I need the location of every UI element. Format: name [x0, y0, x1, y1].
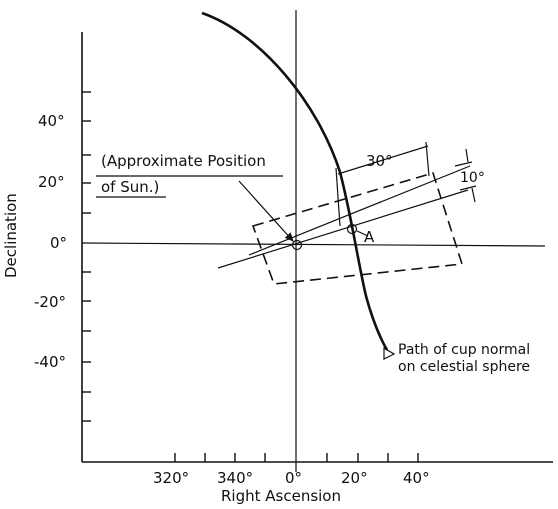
point-a-marker [346, 223, 358, 235]
point-a-leader [356, 230, 369, 237]
x-tick-label-0: 0° [285, 469, 302, 487]
sun-label-line1: (Approximate Position [101, 152, 266, 170]
height-tick-top [454, 161, 473, 167]
x-tick-label-40: 40° [403, 469, 430, 487]
x-tick-label-340: 340° [217, 469, 253, 487]
height-arrow-bottom [471, 187, 476, 203]
x-axis-title: Right Ascension [221, 487, 341, 504]
width-dimension-line [337, 145, 429, 175]
sun-leader-line [238, 180, 294, 242]
height-label: 10° [460, 170, 485, 186]
fov-upper-line [248, 165, 471, 256]
width-extension-left [335, 167, 341, 227]
sun-label-line2: of Sun.) [101, 178, 159, 196]
y-tick-label-40: 40° [38, 112, 65, 130]
fov-center-line [217, 189, 469, 269]
y-tick-label-0: 0° [50, 234, 67, 252]
zero-declination-line [81, 242, 546, 247]
sun-position-marker [291, 239, 303, 251]
x-tick-label-320: 320° [153, 469, 189, 487]
y-tick-label-20: 20° [38, 173, 65, 191]
point-a-label: A [364, 228, 375, 246]
y-axis-title: Declination [2, 193, 20, 278]
y-tick-label-minus20: -20° [34, 293, 66, 311]
width-label: 30° [366, 152, 393, 170]
width-extension-right [425, 141, 430, 177]
path-label-line1: Path of cup normal [398, 342, 530, 358]
field-of-view-rectangle [251, 172, 464, 285]
x-tick-label-20: 20° [341, 469, 368, 487]
y-tick-label-minus40: -40° [34, 353, 66, 371]
path-label-arrow [383, 346, 396, 360]
height-arrow-top [465, 148, 469, 163]
height-tick-bottom [459, 185, 477, 191]
cup-normal-path [201, 11, 389, 351]
path-label-line2: on celestial sphere [398, 359, 530, 375]
